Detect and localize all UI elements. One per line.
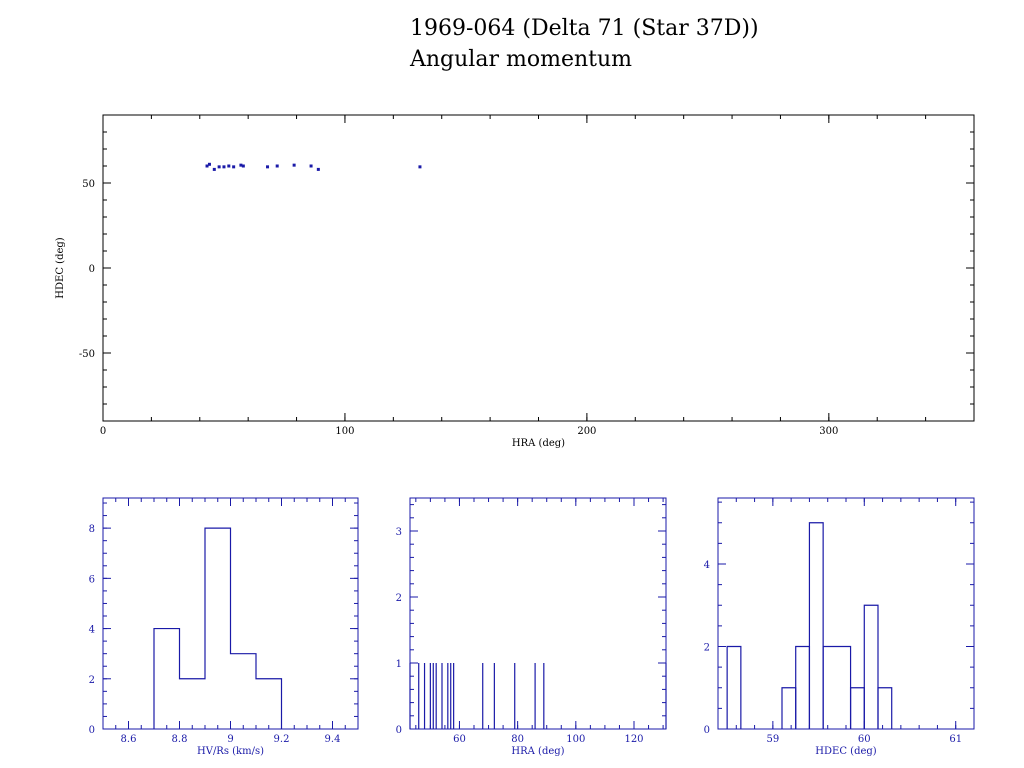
scatter-point: [217, 165, 221, 169]
x-tick-label: 60: [453, 734, 466, 745]
y-tick-label: 0: [704, 725, 710, 736]
histogram-bar: [726, 645, 742, 729]
x-tick-label: 9.4: [325, 734, 341, 745]
y-tick-label: 2: [89, 675, 95, 686]
y-tick-label: 50: [82, 179, 95, 190]
x-tick-label: 300: [819, 426, 838, 437]
scatter-point: [292, 163, 296, 167]
x-tick-label: 8.8: [172, 734, 188, 745]
y-tick-label: 0: [89, 264, 95, 275]
x-tick-label: 80: [511, 734, 524, 745]
scatter-point: [222, 165, 226, 169]
plot-frame-3: [717, 497, 975, 730]
scatter-point: [239, 163, 243, 167]
y-tick-label: 0: [396, 725, 402, 736]
x-axis-label: HDEC (deg): [815, 746, 876, 757]
histogram-bar: [877, 687, 893, 729]
x-axis-label: HRA (deg): [511, 746, 564, 757]
y-axis-label: HDEC (deg): [55, 237, 66, 298]
histogram-step-line: [153, 527, 283, 729]
y-tick-label: 2: [396, 593, 402, 604]
scatter-point: [241, 164, 245, 168]
x-tick-label: 100: [566, 734, 585, 745]
x-tick-label: 120: [624, 734, 643, 745]
y-tick-label: 1: [396, 659, 402, 670]
x-tick-label: 61: [949, 734, 962, 745]
y-tick-label: 3: [396, 527, 402, 538]
scatter-point: [227, 164, 231, 168]
x-axis-label: HRA (deg): [512, 438, 565, 449]
y-tick-label: 4: [89, 625, 95, 636]
x-tick-label: 59: [766, 734, 779, 745]
scatter-point: [266, 165, 270, 169]
x-axis-label: HV/Rs (km/s): [197, 746, 264, 757]
x-tick-label: 0: [100, 426, 106, 437]
scatter-point: [309, 164, 313, 168]
y-tick-label: 0: [89, 725, 95, 736]
plot-subtitle: Angular momentum: [410, 47, 632, 72]
y-tick-label: 2: [704, 643, 710, 654]
x-tick-label: 100: [335, 426, 354, 437]
scatter-point: [418, 165, 422, 169]
x-tick-label: 8.6: [121, 734, 137, 745]
y-tick-label: 6: [89, 574, 95, 585]
x-tick-label: 9.2: [274, 734, 290, 745]
plot-frame-2: [409, 497, 667, 730]
scatter-point: [212, 167, 216, 171]
scatter-point: [275, 164, 279, 168]
x-tick-label: 200: [577, 426, 596, 437]
y-tick-label: -50: [79, 349, 95, 360]
histogram-bar: [795, 645, 811, 729]
histogram-bar: [808, 522, 824, 729]
scatter-point: [232, 165, 236, 169]
scatter-point: [205, 164, 209, 168]
histogram-bar: [849, 687, 865, 729]
histogram-bar: [863, 604, 879, 729]
y-tick-label: 8: [89, 524, 95, 535]
y-tick-label: 4: [704, 560, 710, 571]
scatter-point: [207, 162, 211, 166]
scatter-point: [316, 167, 320, 171]
plot-frame-0: [102, 114, 975, 422]
x-tick-label: 9: [227, 734, 233, 745]
plot-title: 1969-064 (Delta 71 (Star 37D)): [410, 16, 759, 41]
histogram-bar: [781, 687, 797, 729]
x-tick-label: 60: [858, 734, 871, 745]
histogram-bar: [822, 645, 852, 729]
